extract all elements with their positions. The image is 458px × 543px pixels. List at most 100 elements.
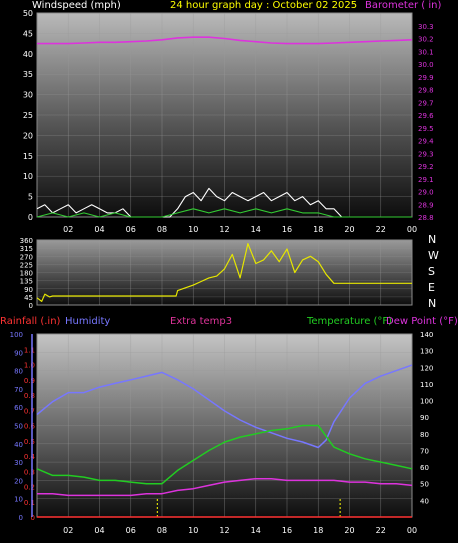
panel-3-humidity-tick-label: 10 <box>14 496 23 504</box>
panel-2-y-tick-label: 360 <box>20 237 33 245</box>
panel-1-x-tick-label: 22 <box>376 225 386 234</box>
panel-1-series-2 <box>36 187 412 218</box>
panel-1-y2-tick-label: 29.9 <box>418 74 434 82</box>
panel-3-x-tick-label: 14 <box>251 526 261 535</box>
panel-2-y-tick-label: 270 <box>20 253 33 261</box>
panel-1-y-tick-label: 0 <box>28 213 33 222</box>
panel-2-series-1 <box>36 243 412 302</box>
panel-1-y-tick-label: 5 <box>28 193 33 202</box>
panel-1-x-tick-label: 12 <box>219 225 229 234</box>
panel-1-y2-tick-label: 30.1 <box>418 48 434 56</box>
direction-letter-s: S <box>428 265 435 278</box>
panel-1-y2-tick-label: 30.3 <box>418 23 434 31</box>
panel-3-x-tick-label: 22 <box>376 526 386 535</box>
panel-3-rain-tick-label: 0.3 <box>24 468 35 476</box>
panel-3-x-tick-label: 18 <box>313 526 323 535</box>
panel-3-x-tick-label: 00 <box>407 526 417 535</box>
barometer-label: Barometer ( in) <box>365 0 442 11</box>
panel-2-y-tick-label: 225 <box>20 261 33 269</box>
panel-3-rain-tick-label: 1.0 <box>24 362 35 370</box>
panel-3-humidity-tick-label: 40 <box>14 441 23 449</box>
panel-1-y2-tick-label: 28.8 <box>418 214 434 222</box>
panel-1-x-tick-label: 10 <box>188 225 198 234</box>
panel-3-x-tick-label: 12 <box>219 526 229 535</box>
panel-1-x-tick-label: 18 <box>313 225 323 234</box>
panel-3-temp-tick-label: 100 <box>420 398 433 406</box>
panel-1-y2-tick-label: 29.2 <box>418 163 434 171</box>
panel-1-y-tick-label: 50 <box>23 9 33 18</box>
panel-3-rain-tick-label: 0 <box>31 514 35 522</box>
panel-1-y-tick-label: 20 <box>23 131 33 140</box>
panel-3-x-tick-label: 02 <box>63 526 73 535</box>
panel-1-y2-tick-label: 29.0 <box>418 189 434 197</box>
panel-1-x-tick-label: 08 <box>157 225 167 234</box>
panel-2-y-tick-label: 180 <box>20 270 33 278</box>
panel-1-series-1 <box>37 36 413 45</box>
panel-2-y-tick-label: 315 <box>20 245 33 253</box>
panel-1-y-tick-label: 35 <box>23 70 33 79</box>
panel-3-humidity-tick-label: 30 <box>14 459 23 467</box>
panel-3-humidity-tick-label: 50 <box>14 423 23 431</box>
panel-1-y2-tick-label: 29.1 <box>418 176 434 184</box>
panel-3-x-tick-label: 06 <box>126 526 136 535</box>
panel-3-temp-tick-label: 110 <box>420 381 433 389</box>
panel-1-x-tick-label: 20 <box>344 225 354 234</box>
panel-1-y-tick-label: 45 <box>23 29 33 38</box>
direction-letter-n2: N <box>428 297 437 310</box>
direction-letter-n: N <box>428 233 437 246</box>
panel-3-rain-tick-label: 0.9 <box>24 377 35 385</box>
panel-1-series-3 <box>36 208 412 218</box>
panel-1-y-tick-label: 10 <box>23 172 33 181</box>
panel-1-x-tick-label: 06 <box>126 225 136 234</box>
panel-3-rain-tick-label: 0.4 <box>24 453 36 461</box>
panel-3-temp-tick-label: 90 <box>420 414 429 422</box>
panel-1-y-tick-label: 30 <box>23 91 33 100</box>
panel-3-temp-tick-label: 140 <box>420 331 433 339</box>
panel-3-x-tick-label: 10 <box>188 526 198 535</box>
panel-1-y2-tick-label: 28.9 <box>418 201 434 209</box>
panel-1-y2-tick-label: 29.8 <box>418 87 434 95</box>
panel-3-series-2 <box>36 424 413 485</box>
panel-2-y-tick-label: 135 <box>20 278 33 286</box>
panel-1-y-tick-label: 40 <box>23 50 33 59</box>
windspeed-label: Windspeed (mph) <box>32 0 121 11</box>
panel-3-x-tick-label: 08 <box>157 526 167 535</box>
panel-1-y2-tick-label: 29.6 <box>418 112 434 120</box>
panel-1-x-tick-label: 16 <box>282 225 292 234</box>
panel-1-y2-tick-label: 30.0 <box>418 61 434 69</box>
panel-3-temp-tick-label: 50 <box>420 481 429 489</box>
panel-3-temp-tick-label: 120 <box>420 364 433 372</box>
panel-3-series-3 <box>37 477 413 497</box>
panel-3-x-tick-label: 20 <box>344 526 354 535</box>
panel-3-temp-tick-label: 60 <box>420 464 429 472</box>
direction-letter-e: E <box>428 281 435 294</box>
panel-1-y2-tick-label: 29.4 <box>418 138 434 146</box>
panel-3-humidity-tick-label: 60 <box>14 404 23 412</box>
panel-1-y2-tick-label: 29.3 <box>418 150 434 158</box>
panel-3-rain-tick-label: 1.1 <box>24 346 35 354</box>
panel-1-x-tick-label: 04 <box>94 225 104 234</box>
panel-2-y-tick-label: 90 <box>24 286 33 294</box>
panel-1-y-tick-label: 15 <box>23 152 33 161</box>
panel-3-rain-tick-label: 0.1 <box>24 499 35 507</box>
panel-3-rain-tick-label: 0.7 <box>24 407 35 415</box>
dewpoint-label: Dew Point (°F) <box>386 316 458 327</box>
humidity-label: Humidity <box>65 316 111 327</box>
panel-1-y2-tick-label: 30.2 <box>418 36 434 44</box>
panel-3-rain-tick-label: 0.6 <box>24 423 36 431</box>
panel-3-x-tick-label: 16 <box>282 526 292 535</box>
direction-letter-w: W <box>428 249 439 262</box>
panel-3-humidity-tick-label: 90 <box>14 349 23 357</box>
panel-3-humidity-tick-label: 80 <box>14 368 23 376</box>
panel-3-rain-tick-label: 0.5 <box>24 438 35 446</box>
panel-3-temp-tick-label: 70 <box>420 447 429 455</box>
panel-1-x-tick-label: 14 <box>251 225 261 234</box>
panel-3-series-1 <box>36 364 413 449</box>
panel-1-x-tick-label: 02 <box>63 225 73 234</box>
temperature-label: Temperature (°F) <box>307 316 393 327</box>
extra-temp-label: Extra temp3 <box>170 316 233 327</box>
panel-1-y2-tick-label: 29.5 <box>418 125 434 133</box>
panel-3-x-tick-label: 04 <box>94 526 104 535</box>
chart-title: 24 hour graph day : October 02 2025 <box>170 0 358 11</box>
